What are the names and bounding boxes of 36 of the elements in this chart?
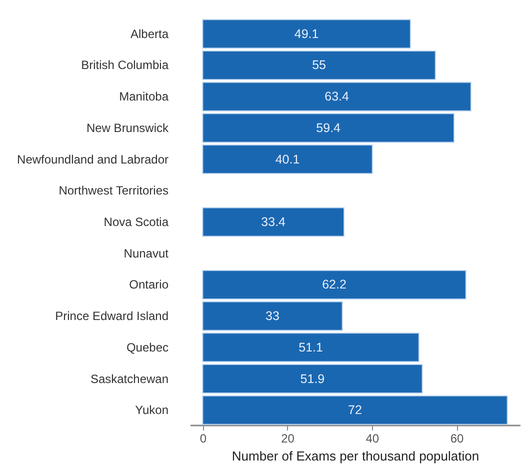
data-label: 33 [266,309,280,324]
data-label: 51.9 [300,372,325,386]
bar [202,364,423,394]
x-tick-label: 20 [281,432,295,446]
y-tick-label: Yukon [135,403,168,418]
y-tick-label: Nunavut [124,246,170,260]
x-tick-label: 0 [200,432,207,446]
y-tick-label: Alberta [130,26,169,41]
data-label: 62.2 [322,278,346,292]
y-tick-label: Northwest Territories [58,184,168,198]
bar [202,144,373,174]
y-tick-label: Quebec [126,340,168,354]
data-label: 72 [348,403,362,418]
data-label: 55 [312,58,326,72]
data-label: 33.4 [261,215,286,229]
y-tick-label: Prince Edward Island [55,309,168,324]
bar [202,270,466,300]
y-tick-label: Saskatchewan [90,372,168,386]
y-tick-label: Manitoba [119,90,169,104]
data-label: 49.1 [294,26,319,41]
y-tick-label: Ontario [129,278,169,292]
data-label: 40.1 [275,152,300,166]
y-tick-label: Nova Scotia [104,215,169,229]
bar [202,50,436,80]
bar [202,207,344,237]
x-tick-label: 60 [450,432,464,446]
x-axis-title: Number of Exams per thousand population [232,448,480,464]
y-tick-label: Newfoundland and Labrador [17,152,168,166]
bar [202,395,508,425]
data-label: 51.1 [298,340,323,354]
data-label: 63.4 [324,90,350,104]
data-label: 59.4 [316,120,341,135]
y-tick-label: British Columbia [81,58,169,72]
bar [202,19,411,49]
x-tick-label: 40 [366,432,380,446]
y-tick-label: New Brunswick [86,120,170,135]
